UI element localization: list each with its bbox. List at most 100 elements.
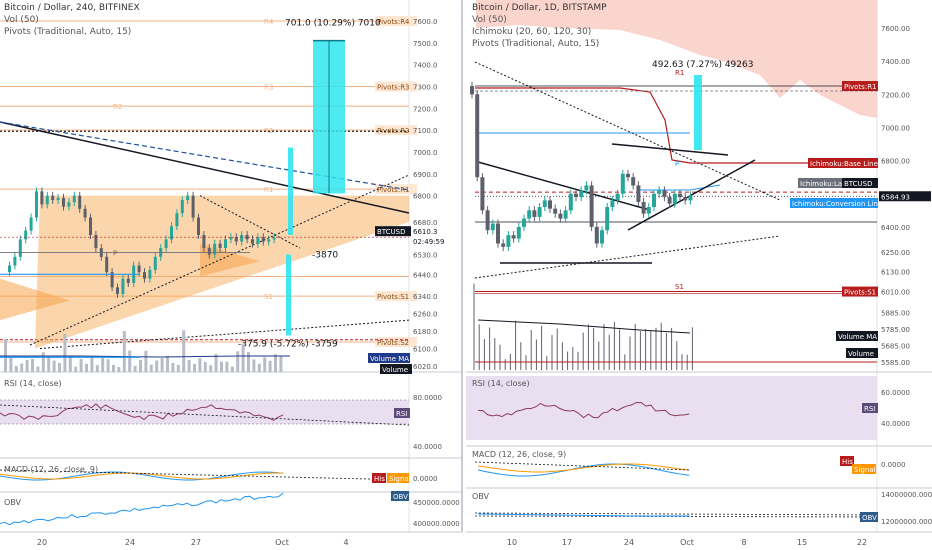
candle bbox=[29, 217, 33, 231]
measure-down-label: -375.9 (-5.72%) -3759 bbox=[238, 339, 338, 349]
y-tick: 6680.0 bbox=[413, 219, 438, 227]
candle bbox=[170, 226, 173, 240]
candle bbox=[62, 197, 65, 207]
volume-bar bbox=[74, 366, 78, 372]
volume-ma-tag-bg bbox=[368, 353, 410, 363]
y-tick: 6800.00 bbox=[881, 158, 910, 166]
x-tick: 20 bbox=[37, 538, 47, 547]
price-tag: 6584.93 bbox=[881, 193, 910, 201]
candle bbox=[261, 237, 265, 242]
macd-signal-tag: Signal bbox=[854, 466, 876, 474]
symbol-tag: BTCUSD bbox=[377, 228, 406, 236]
obv-tick: 400000.0000 bbox=[413, 520, 460, 528]
pivot-tag-4: Pivots:S1 bbox=[377, 293, 409, 301]
candle bbox=[594, 226, 599, 244]
pivot-label-s1: S1 bbox=[264, 293, 273, 301]
candle bbox=[516, 226, 521, 239]
volume-bar bbox=[112, 364, 115, 372]
candle bbox=[240, 234, 244, 242]
candle bbox=[110, 272, 114, 288]
candle bbox=[13, 256, 17, 266]
volume-bar bbox=[182, 330, 186, 372]
volume-bar bbox=[14, 365, 18, 372]
candle bbox=[506, 235, 511, 247]
candle bbox=[148, 269, 152, 279]
y-tick: 6180.0 bbox=[413, 328, 438, 336]
descending-trendline bbox=[0, 121, 410, 214]
volume-bar bbox=[95, 365, 99, 372]
macd-line bbox=[477, 463, 690, 477]
y-tick: 7600.00 bbox=[881, 25, 910, 33]
candle bbox=[667, 197, 672, 204]
price-tag-bg bbox=[879, 191, 931, 202]
candle bbox=[490, 223, 495, 231]
volume-bar bbox=[257, 363, 261, 372]
candle bbox=[558, 213, 563, 219]
candle bbox=[51, 195, 55, 201]
candle bbox=[688, 195, 693, 201]
x-tick: 10 bbox=[507, 538, 517, 547]
obv-dotted-trend-2 bbox=[474, 515, 878, 518]
candle bbox=[620, 173, 625, 194]
obv-tick: 12000000.0000 bbox=[881, 518, 932, 526]
vol-label: Vol (50) bbox=[472, 15, 507, 25]
rsi-tag: RSI bbox=[864, 405, 875, 413]
signal-line bbox=[477, 463, 690, 473]
volume-ma-tag: Volume MA bbox=[838, 333, 877, 341]
x-tick: Oct bbox=[680, 538, 694, 547]
left-chart-panel: R4R3R2R2R1PS1Pivots:R4Pivots:R3Pivots:R2… bbox=[0, 0, 463, 547]
y-tick: 6800.0 bbox=[413, 193, 438, 201]
y-tick: 6900.0 bbox=[413, 171, 438, 179]
measure-up-label: 492.63 (7.27%) 49263 bbox=[652, 60, 753, 70]
candle bbox=[94, 234, 98, 249]
chart-title: Bitcoin / Dollar, 240, BITFINEX bbox=[4, 3, 140, 13]
volume-bar bbox=[279, 356, 283, 372]
y-tick: 7300.0 bbox=[413, 84, 438, 92]
pivot-tag-5: Pivots:S2 bbox=[377, 339, 409, 347]
candle bbox=[89, 217, 92, 235]
x-tick: 27 bbox=[191, 538, 201, 547]
volume-bar bbox=[236, 351, 240, 372]
candle bbox=[234, 237, 238, 242]
x-tick: 22 bbox=[857, 538, 867, 547]
countdown-tag-bg bbox=[411, 236, 451, 247]
rsi-tick: 40.0000 bbox=[881, 420, 910, 428]
candle bbox=[245, 234, 249, 240]
candle bbox=[153, 256, 157, 270]
symbol-tag-bg bbox=[375, 226, 411, 237]
lagging-tag-bg bbox=[798, 178, 842, 188]
pivot-label-r1: R1 bbox=[675, 69, 684, 77]
rsi-tick: 60.0000 bbox=[881, 389, 910, 397]
measure-mid-box bbox=[288, 147, 293, 235]
candle bbox=[537, 207, 542, 217]
volume-bar bbox=[41, 352, 45, 372]
volume-bar bbox=[166, 355, 169, 372]
volume-bar bbox=[203, 362, 207, 372]
rsi-label: RSI (14, close) bbox=[4, 379, 62, 388]
pivot-label-r1: R1 bbox=[264, 186, 273, 194]
candle bbox=[126, 278, 130, 284]
y-tick: 7500.0 bbox=[413, 40, 438, 48]
volume-bar bbox=[20, 363, 24, 372]
lagging-tag: Ichimoku:Lagg bbox=[800, 180, 851, 188]
candle bbox=[207, 248, 211, 255]
ichimoku-kumo-cloud bbox=[476, 0, 877, 118]
candle bbox=[605, 207, 610, 231]
volume-bar bbox=[274, 354, 277, 372]
candle bbox=[631, 177, 636, 186]
macd-signal-tag: Signal bbox=[389, 475, 411, 483]
volume-bar bbox=[68, 356, 72, 372]
x-tick: 4 bbox=[343, 538, 348, 547]
macd-label: MACD (12, 26, close, 9) bbox=[4, 465, 98, 474]
candle bbox=[251, 239, 254, 244]
candle bbox=[563, 210, 568, 219]
volume-bar bbox=[58, 362, 61, 372]
price-tag: 6610.3 bbox=[413, 228, 438, 236]
volume-bar bbox=[193, 363, 196, 372]
candle bbox=[553, 208, 558, 214]
candle bbox=[116, 287, 119, 294]
candle bbox=[202, 234, 206, 249]
volume-tag: Volume bbox=[848, 350, 874, 358]
rsi-line bbox=[0, 403, 284, 421]
candle bbox=[224, 239, 227, 249]
